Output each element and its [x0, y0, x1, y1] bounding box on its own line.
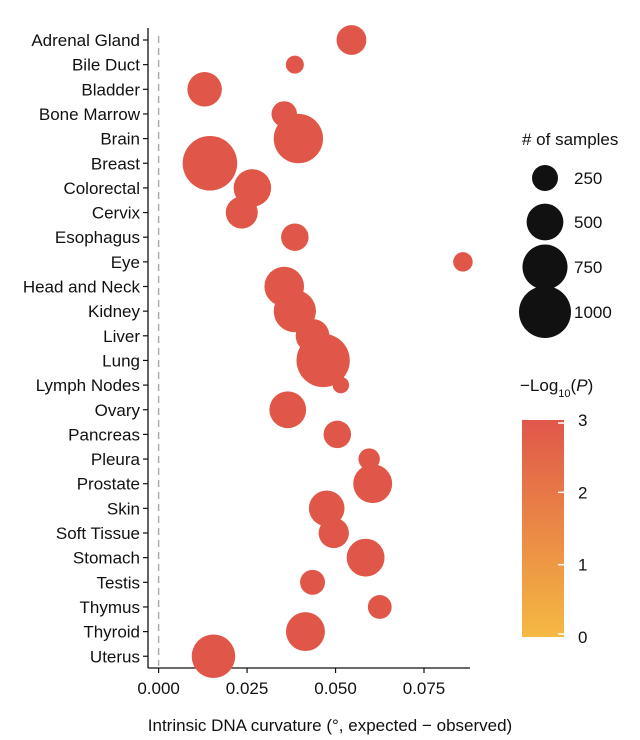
y-tick-label: Thyroid: [83, 623, 140, 642]
x-tick-label: 0.075: [403, 679, 446, 698]
y-tick-label: Skin: [107, 499, 140, 518]
color-bar: [522, 420, 564, 637]
y-tick-labels: Adrenal Gland Bile Duct Bladder Bone Marrow…: [23, 31, 148, 666]
data-point: [269, 391, 307, 429]
x-tick-label: 0.050: [314, 679, 357, 698]
color-bar-tick-label: 1: [578, 556, 587, 575]
y-tick-label: Lymph Nodes: [36, 376, 140, 395]
y-tick-label: Soft Tissue: [56, 524, 140, 543]
y-tick-label: Esophagus: [55, 228, 140, 247]
size-legend-dot: [522, 244, 568, 290]
size-legend-dot: [526, 203, 564, 241]
y-tick-label: Ovary: [95, 401, 141, 420]
data-point: [285, 55, 304, 74]
size-legend-label: 500: [574, 213, 602, 232]
data-point: [286, 612, 325, 652]
y-tick-label: Bone Marrow: [39, 105, 141, 124]
y-tick-label: Lung: [102, 351, 140, 370]
y-tick-label: Eye: [111, 253, 140, 272]
x-tick-label: 0.000: [137, 679, 180, 698]
data-point: [367, 595, 392, 619]
y-tick-label: Kidney: [88, 302, 140, 321]
y-tick-label: Stomach: [73, 549, 140, 568]
y-tick-label: Head and Neck: [23, 278, 141, 297]
size-legend: # of samples 250 500 750 1000: [519, 130, 618, 338]
color-bar-tick-label: 0: [578, 628, 587, 647]
data-point: [273, 113, 324, 164]
size-legend-dot: [519, 286, 571, 338]
data-point: [453, 252, 473, 272]
y-tick-label: Uterus: [90, 647, 140, 666]
y-tick-label: Thymus: [80, 598, 140, 617]
y-tick-label: Bladder: [81, 80, 140, 99]
data-point: [225, 196, 258, 229]
data-points: [182, 25, 473, 679]
data-point: [191, 634, 236, 679]
data-point: [323, 420, 352, 449]
size-legend-title: # of samples: [522, 130, 618, 149]
y-tick-label: Breast: [91, 154, 140, 173]
y-tick-label: Colorectal: [63, 179, 140, 198]
y-tick-label: Brain: [100, 130, 140, 149]
data-point: [332, 376, 350, 394]
x-axis-label: Intrinsic DNA curvature (°, expected − o…: [148, 716, 512, 735]
y-tick-label: Bile Duct: [72, 56, 140, 75]
color-bar-tick-label: 2: [578, 483, 587, 502]
size-legend-label: 1000: [574, 303, 612, 322]
data-point: [353, 464, 393, 504]
y-tick-label: Pleura: [91, 450, 141, 469]
size-legend-label: 750: [574, 258, 602, 277]
data-point: [318, 517, 349, 549]
data-point: [336, 25, 367, 55]
color-legend: −Log10(P) 0 1 2 3: [520, 376, 593, 647]
data-point: [187, 72, 222, 107]
size-legend-label: 250: [574, 169, 602, 188]
data-point: [296, 333, 350, 388]
data-point: [308, 490, 345, 527]
color-legend-title: −Log10(P): [520, 376, 593, 400]
y-tick-label: Pancreas: [68, 425, 140, 444]
data-point: [182, 135, 238, 191]
data-point: [281, 223, 309, 251]
x-tick-labels: 0.000 0.025 0.050 0.075: [137, 668, 445, 698]
y-tick-label: Prostate: [77, 475, 140, 494]
data-point: [346, 538, 385, 577]
y-tick-label: Testis: [97, 573, 140, 592]
size-legend-dot: [532, 165, 558, 191]
y-tick-label: Cervix: [92, 204, 141, 223]
y-tick-label: Adrenal Gland: [31, 31, 140, 50]
color-bar-tick-label: 3: [578, 411, 587, 430]
x-tick-label: 0.025: [226, 679, 269, 698]
data-point: [300, 569, 326, 595]
y-tick-label: Liver: [103, 327, 140, 346]
